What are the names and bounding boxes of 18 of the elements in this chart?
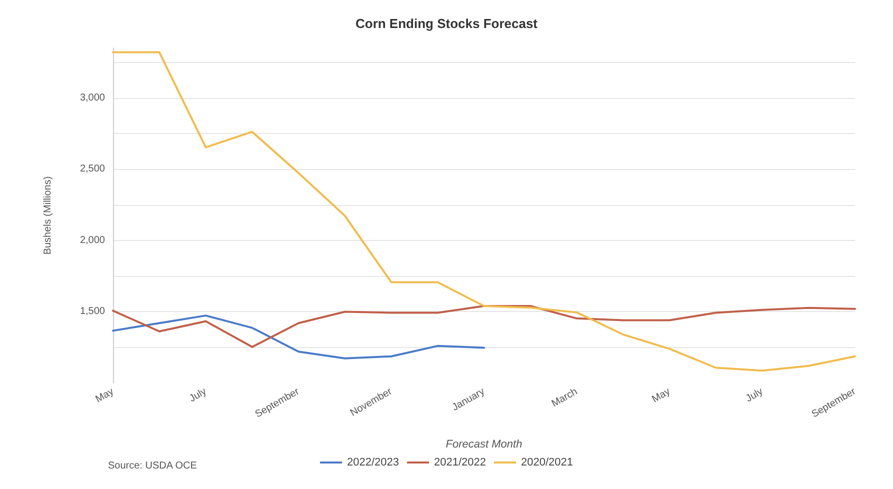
- legend-label: 2020/2021: [521, 456, 573, 468]
- y-tick-label: 2,500: [80, 164, 106, 175]
- y-tick-label: 2,000: [80, 234, 106, 246]
- x-tick-label: July: [188, 386, 208, 405]
- chart-title: Corn Ending Stocks Forecast: [355, 16, 538, 31]
- line-series: [112, 305, 856, 348]
- line-series: [112, 51, 856, 372]
- legend-label: 2022/2023: [347, 456, 400, 468]
- source-note: Source: USDA OCE: [108, 460, 198, 472]
- x-axis-title: Forecast Month: [446, 438, 522, 450]
- x-tick-label: May: [94, 386, 116, 406]
- line-series: [112, 314, 485, 360]
- x-tick-label: May: [650, 386, 672, 406]
- y-tick-label: 1,500: [80, 306, 106, 318]
- y-tick-label: 3,000: [80, 92, 106, 104]
- y-axis-title: Bushels (Millions): [42, 176, 54, 255]
- legend-label: 2021/2022: [434, 456, 486, 468]
- x-tick-label: July: [744, 386, 765, 405]
